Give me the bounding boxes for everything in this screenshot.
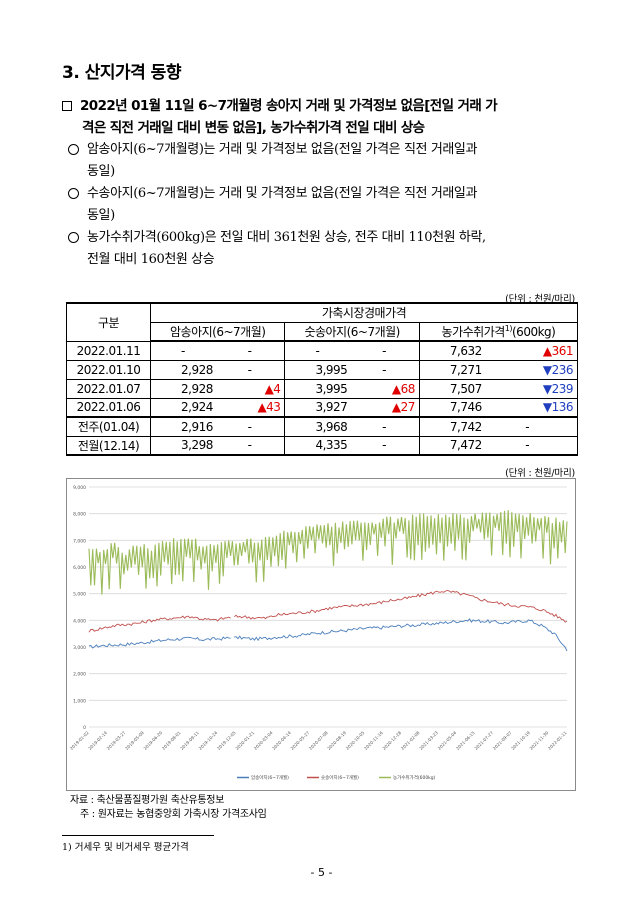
female-change: - xyxy=(241,359,286,380)
farm-change: - xyxy=(519,435,579,456)
bullet-text: 암송아지(6~7개월령)는 거래 및 가격정보 없음(전일 가격은 직전 거래일… xyxy=(87,142,478,157)
y-tick-label: 2,000 xyxy=(73,672,86,678)
price-table: 구분 가축시장경매가격 암송아지(6~7개월) 숫송아지(6~7개월) 농가수취… xyxy=(66,302,579,456)
headline-line-1: 2022년 01월 11일 6~7개월령 송아지 거래 및 가격정보 없음[전일… xyxy=(80,98,498,114)
male-change: - xyxy=(376,416,420,437)
y-tick-label: 0 xyxy=(83,725,86,731)
table-row: 2022.01.10 2,928-3,995-7,271 ▼236 xyxy=(66,359,579,380)
farm-change: ▼236 xyxy=(519,359,579,380)
footnote: 1) 거세우 및 비거세우 평균가격 xyxy=(62,842,189,853)
female-price: - xyxy=(149,340,242,361)
female-price: 2,924 xyxy=(149,397,242,418)
footnote-divider xyxy=(62,835,214,836)
circle-bullet-icon xyxy=(68,188,79,199)
female-price: 3,298 xyxy=(149,435,242,456)
y-tick-label: 9,000 xyxy=(73,485,86,491)
farm-price: 7,742 xyxy=(418,416,520,437)
y-tick-label: 5,000 xyxy=(73,592,86,598)
male-price: 4,335 xyxy=(284,435,377,456)
bullet-text: 전월 대비 160천원 상승 xyxy=(87,252,215,267)
row-label: 전주(01.04) xyxy=(66,416,151,437)
section-title: 3. 산지가격 동향 xyxy=(62,63,181,83)
circle-bullet-icon xyxy=(68,232,79,243)
header-farm: 농가수취가격1)(600kg) xyxy=(418,321,579,342)
headline-line-2: 격은 직전 거래일 대비 변동 없음], 농가수취가격 전일 대비 상승 xyxy=(82,120,425,136)
male-change: ▲68 xyxy=(376,378,420,399)
header-female: 암송아지(6~7개월) xyxy=(149,321,286,342)
note-line: 주 : 원자료는 농협중앙회 가축시장 가격조사임 xyxy=(80,809,267,820)
x-tick-label: 2022-01-11 xyxy=(547,730,568,751)
bullet-text: 동일) xyxy=(87,208,115,223)
table-row: 2022.01.06 2,924 ▲43 3,927 ▲27 7,746 ▼136 xyxy=(66,397,579,418)
male-change: - xyxy=(376,359,420,380)
bullet-item: 암송아지(6~7개월령)는 거래 및 가격정보 없음(전일 가격은 직전 거래일… xyxy=(68,139,588,183)
male-price: 3,927 xyxy=(284,397,377,418)
table-row: 전주(01.04) 2,916-3,968-7,742- xyxy=(66,416,579,437)
male-price: 3,968 xyxy=(284,416,377,437)
square-bullet-icon xyxy=(62,101,72,111)
series-line xyxy=(88,618,568,652)
farm-change: ▼136 xyxy=(519,397,579,418)
legend-entry: 숫송아지(6~7개월) xyxy=(321,774,359,781)
y-tick-label: 6,000 xyxy=(73,565,86,571)
female-change: - xyxy=(241,435,286,456)
farm-change: - xyxy=(519,416,579,437)
female-price: 2,928 xyxy=(149,359,242,380)
farm-price: 7,746 xyxy=(418,397,520,418)
y-tick-label: 7,000 xyxy=(73,538,86,544)
header-gubun: 구분 xyxy=(66,302,151,342)
bullet-item: 수송아지(6~7개월령)는 거래 및 가격정보 없음(전일 가격은 직전 거래일… xyxy=(68,183,588,227)
farm-change: ▼239 xyxy=(519,378,579,399)
male-change: - xyxy=(376,340,420,361)
bullet-text: 농가수취가격(600kg)은 전일 대비 361천원 상승, 전주 대비 110… xyxy=(87,230,486,245)
series-line xyxy=(88,510,568,595)
header-male: 숫송아지(6~7개월) xyxy=(284,321,420,342)
farm-price: 7,472 xyxy=(418,435,520,456)
female-price: 2,928 xyxy=(149,378,242,399)
female-change: ▲43 xyxy=(241,397,286,418)
source-notes: 자료 : 축산물품질평가원 축산유통정보 주 : 원자료는 농협중앙회 가축시장… xyxy=(70,794,267,822)
table-row: 전월(12.14) 3,298-4,335-7,472- xyxy=(66,435,579,456)
female-change: - xyxy=(241,340,286,361)
male-price: 3,995 xyxy=(284,378,377,399)
unit-label-chart: (단위 : 천원/마리) xyxy=(505,468,575,479)
header-group: 가축시장경매가격 xyxy=(150,302,578,323)
y-tick-label: 4,000 xyxy=(73,618,86,624)
female-change: ▲4 xyxy=(241,378,286,399)
bullet-list: 암송아지(6~7개월령)는 거래 및 가격정보 없음(전일 가격은 직전 거래일… xyxy=(68,139,588,271)
farm-price: 7,507 xyxy=(418,378,520,399)
y-tick-label: 3,000 xyxy=(73,645,86,651)
bullet-text: 동일) xyxy=(87,164,115,179)
male-change: - xyxy=(376,435,420,456)
male-price: - xyxy=(284,340,377,361)
row-label: 2022.01.11 xyxy=(66,340,151,361)
circle-bullet-icon xyxy=(68,144,79,155)
row-label: 2022.01.10 xyxy=(66,359,151,380)
row-label: 전월(12.14) xyxy=(66,435,151,456)
chart-svg: 0 1,000 2,000 3,000 4,000 5,000 6,000 7,000 8,00… xyxy=(69,485,568,781)
legend-entry: 암송아지(6~7개월) xyxy=(251,774,289,781)
male-change: ▲27 xyxy=(376,397,420,418)
female-change: - xyxy=(241,416,286,437)
farm-price: 7,632 xyxy=(418,340,520,361)
price-chart: 0 1,000 2,000 3,000 4,000 5,000 6,000 7,000 8,00… xyxy=(66,478,576,791)
table-row: 2022.01.11- - - -7,632 ▲361 xyxy=(66,340,579,361)
headline: 2022년 01월 11일 6~7개월령 송아지 거래 및 가격정보 없음[전일… xyxy=(62,95,590,139)
female-price: 2,916 xyxy=(149,416,242,437)
bullet-item: 농가수취가격(600kg)은 전일 대비 361천원 상승, 전주 대비 110… xyxy=(68,227,588,271)
source-line: 자료 : 축산물품질평가원 축산유통정보 xyxy=(70,795,225,806)
y-tick-label: 8,000 xyxy=(73,512,86,518)
series-line xyxy=(88,590,568,633)
y-tick-label: 1,000 xyxy=(73,698,86,704)
legend-entry: 농가수취가격(600kg) xyxy=(393,774,436,781)
row-label: 2022.01.07 xyxy=(66,378,151,399)
table-row: 2022.01.07 2,928 ▲4 3,995 ▲68 7,507 ▼239 xyxy=(66,378,579,399)
farm-price: 7,271 xyxy=(418,359,520,380)
row-label: 2022.01.06 xyxy=(66,397,151,418)
bullet-text: 수송아지(6~7개월령)는 거래 및 가격정보 없음(전일 가격은 직전 거래일… xyxy=(87,186,478,201)
male-price: 3,995 xyxy=(284,359,377,380)
unit-label: (단위 : 천원/마리) xyxy=(505,294,575,305)
page-number: - 5 - xyxy=(310,866,333,879)
farm-change: ▲361 xyxy=(519,340,579,361)
